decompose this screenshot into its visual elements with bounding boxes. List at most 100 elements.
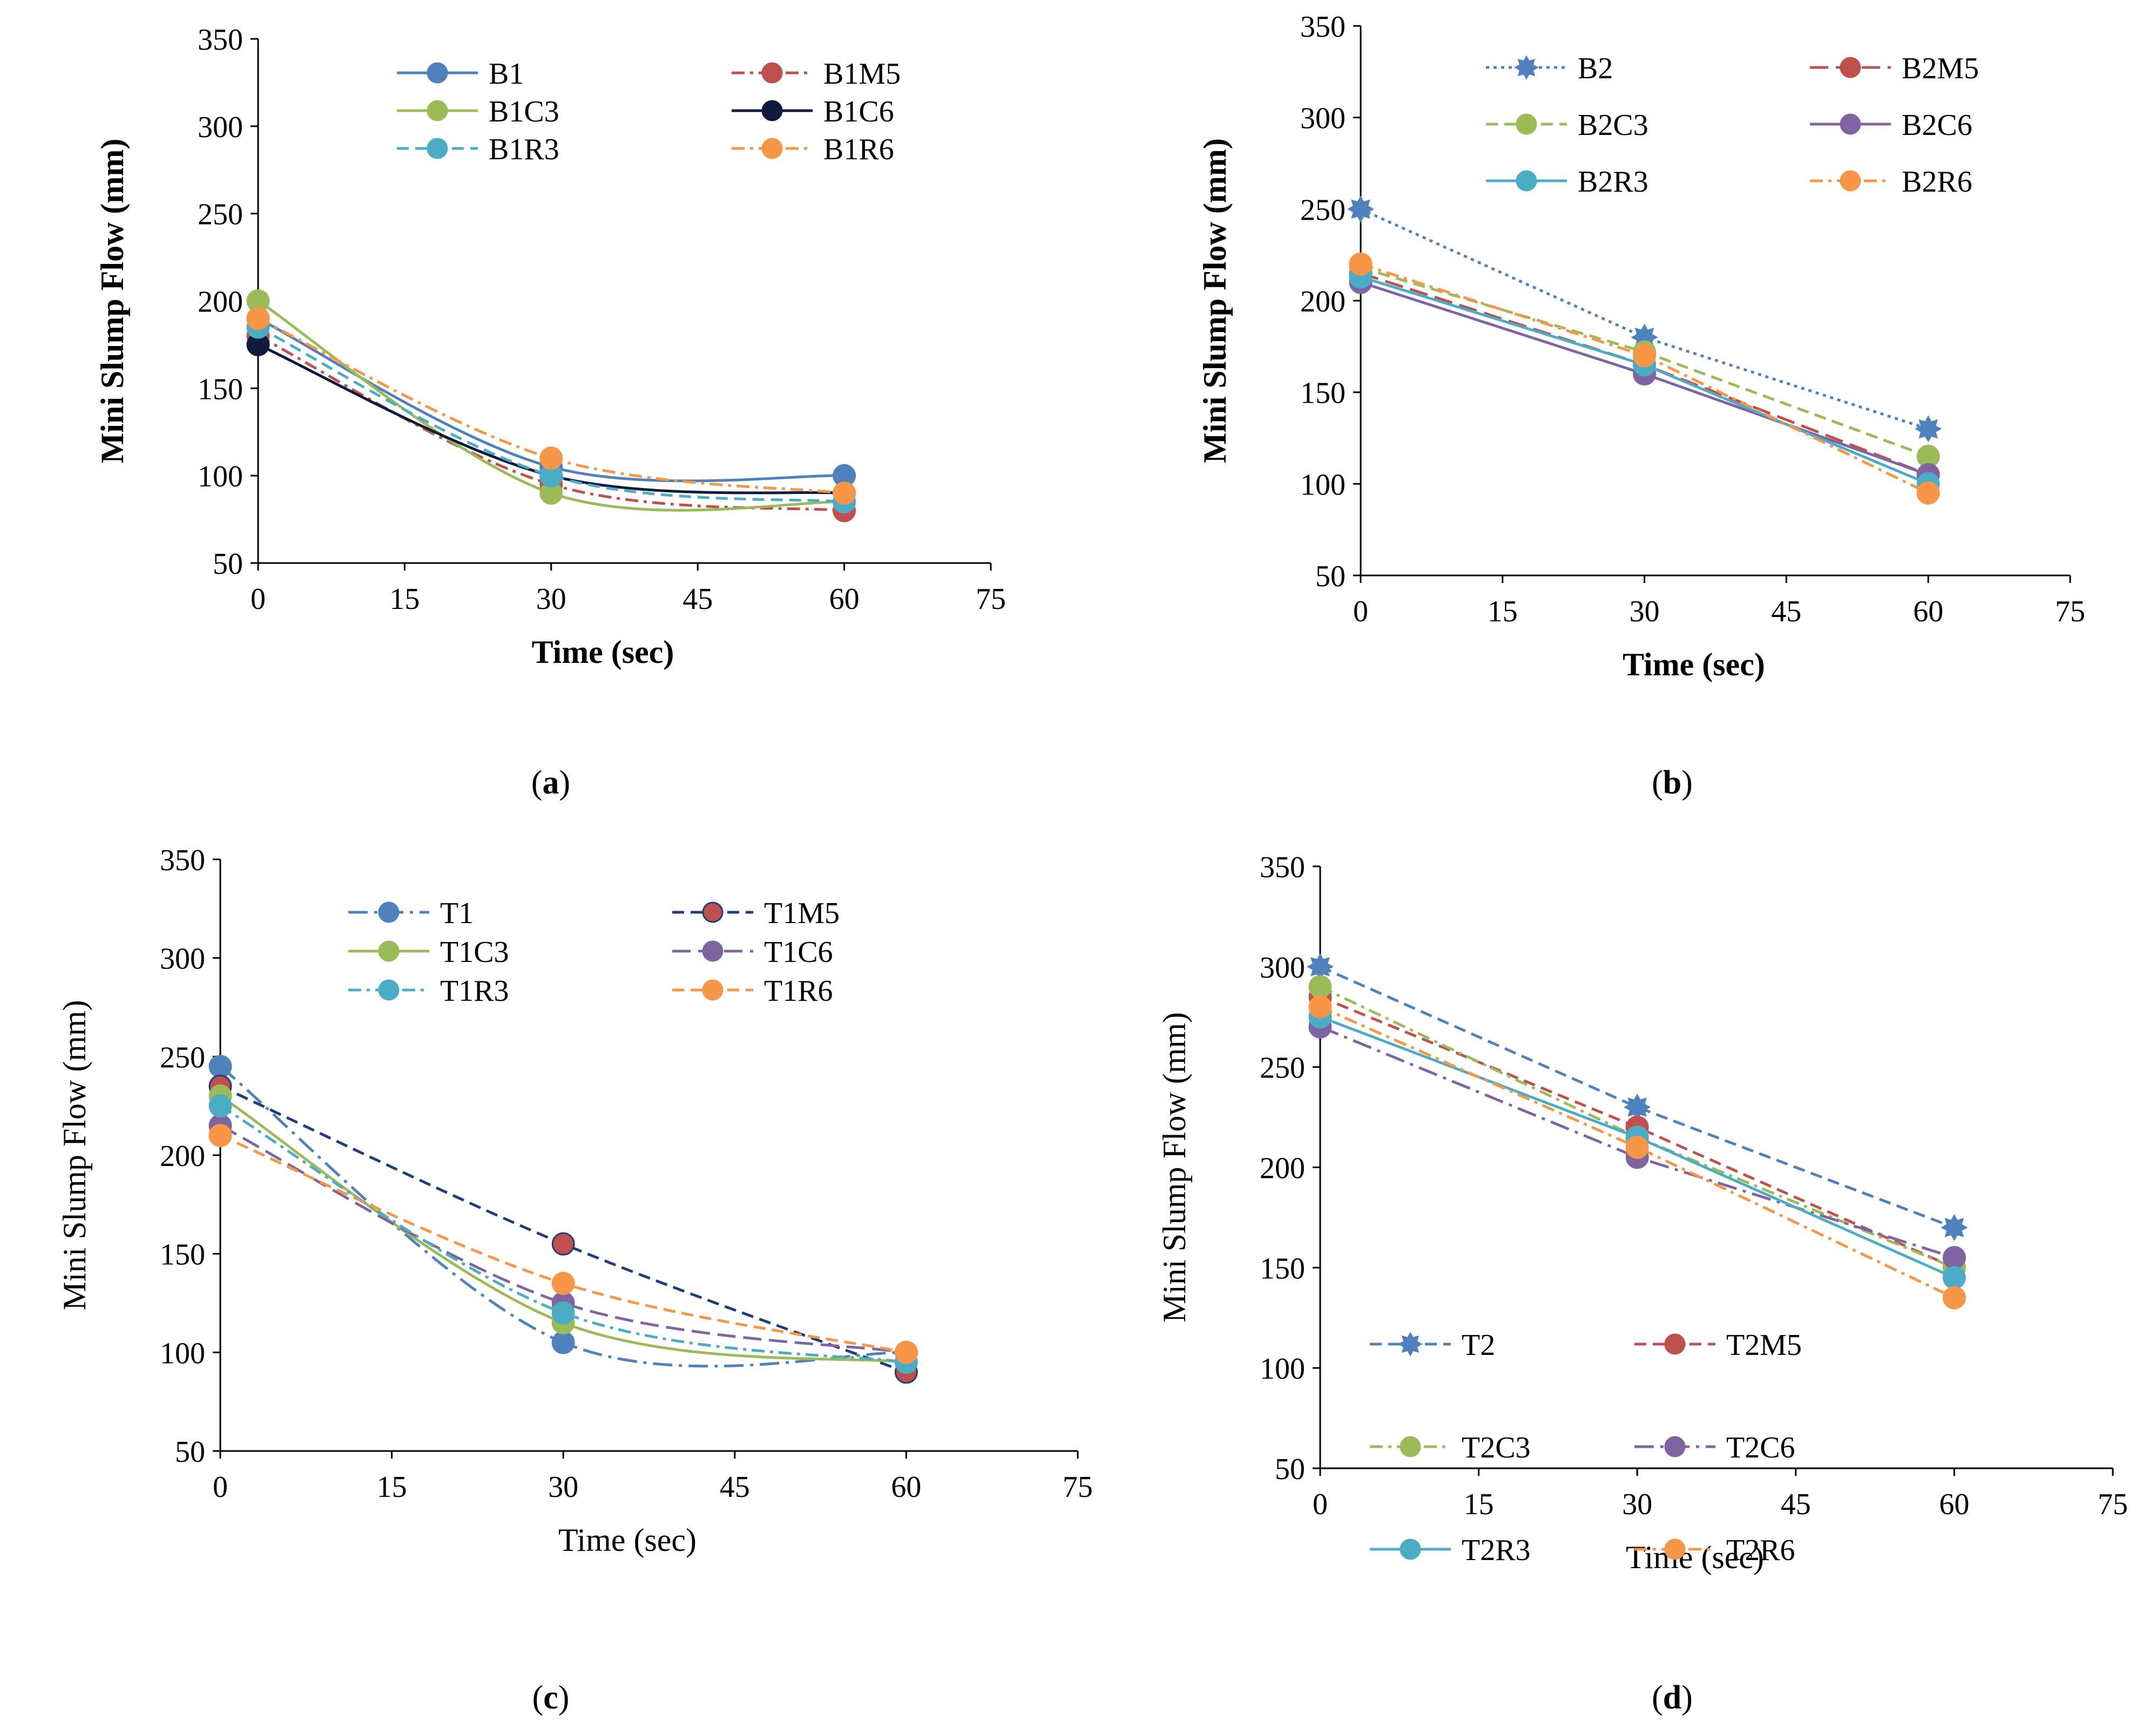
y-axis-label: Mini Slump Flow (mm) [1197, 138, 1233, 463]
data-point-T1R6-60 [894, 1340, 918, 1364]
series-T2R6 [1308, 995, 1966, 1310]
y-tick-label: 100 [160, 1337, 205, 1370]
data-point-T1R6-30 [551, 1271, 575, 1295]
y-tick-label: 200 [1260, 1152, 1305, 1185]
series-line-T2C6 [1320, 1025, 1955, 1259]
legend-marker-B2 [1514, 55, 1539, 80]
x-tick-label: 45 [1771, 595, 1801, 628]
data-point-T2C3-0 [1308, 975, 1332, 999]
data-point-B1R6-60 [833, 482, 856, 505]
legend-label-B1C6: B1C6 [823, 95, 894, 128]
legend-label-B2C3: B2C3 [1578, 109, 1648, 142]
y-tick-label: 300 [198, 111, 243, 144]
y-tick-label: 100 [1260, 1352, 1305, 1386]
data-point-B2-60 [1915, 415, 1942, 443]
x-axis-label: Time (sec) [1626, 1540, 1764, 1575]
legend-marker-T2R3 [1400, 1538, 1421, 1560]
y-tick-label: 50 [1315, 560, 1346, 593]
data-point-B1R6-0 [246, 307, 270, 330]
legend-marker-B2R3 [1516, 170, 1537, 192]
legend-marker-B1C6 [761, 100, 783, 121]
data-point-T2C6-60 [1942, 1246, 1966, 1270]
series-T2 [1306, 953, 1968, 1242]
caption-a: (a) [531, 764, 571, 801]
legend-label-T2: T2 [1462, 1328, 1495, 1362]
series-line-B2 [1360, 208, 1929, 430]
chart-c-svg: 50 100 150 200 250 300 350 0 15 30 45 60 75 Time (sec… [57, 844, 1093, 1558]
series-line-T2R6 [1319, 1005, 1955, 1299]
x-tick-label: 75 [2098, 1488, 2128, 1521]
x-tick-label: 0 [213, 1470, 228, 1504]
y-tick-label: 100 [1300, 468, 1346, 501]
data-point-T1-30 [551, 1331, 575, 1354]
series-line-T1C6 [219, 1124, 907, 1354]
caption-b: (b) [1652, 764, 1693, 801]
x-tick-label: 60 [829, 582, 860, 616]
chart-panel-d: 50 100 150 200 250 300 350 0 15 30 45 60 75 Time (sec… [1078, 810, 2156, 1729]
y-tick-label: 200 [160, 1140, 205, 1173]
y-tick-label: 300 [1300, 102, 1346, 135]
legend-label-B1R3: B1R3 [489, 133, 559, 166]
x-tick-label: 60 [891, 1470, 921, 1504]
legend-marker-T1C3 [378, 940, 400, 962]
data-point-B2R6-0 [1349, 252, 1373, 276]
y-tick-label: 300 [1260, 951, 1305, 985]
x-axis-label: Time (sec) [532, 634, 674, 670]
caption-d: (d) [1652, 1679, 1693, 1716]
data-point-T1R3-0 [208, 1094, 232, 1118]
legend-label-B1: B1 [489, 57, 524, 91]
legend-marker-B2M5 [1840, 57, 1861, 78]
x-tick-label: 30 [548, 1470, 578, 1504]
data-point-T2-60 [1941, 1213, 1968, 1242]
y-axis-label: Mini Slump Flow (mm) [1157, 1012, 1192, 1323]
legend: T2 T2M5 T2C3 T2C6 T2R3 T2R6 [1370, 1328, 1802, 1567]
legend-marker-T1M5 [702, 901, 724, 923]
legend-marker-T1C6 [702, 940, 724, 962]
data-point-T2R3-60 [1942, 1266, 1966, 1290]
legend-label-T1C3: T1C3 [440, 935, 509, 969]
data-point-T2-30 [1624, 1093, 1651, 1121]
y-tick-label: 150 [1260, 1252, 1305, 1285]
legend-marker-B1R3 [427, 138, 448, 159]
series-T1C3 [208, 1084, 918, 1374]
legend-marker-T1R3 [378, 979, 400, 1001]
series-T1R6 [208, 1123, 918, 1364]
legend-marker-B1C3 [427, 100, 448, 121]
x-tick-label: 60 [1939, 1488, 1969, 1521]
x-tick-label: 75 [2055, 595, 2085, 628]
y-tick-label: 350 [1300, 10, 1346, 44]
x-tick-label: 45 [1781, 1488, 1811, 1521]
y-tick-label: 300 [160, 943, 205, 976]
data-point-T2R6-30 [1625, 1135, 1649, 1159]
legend-marker-B2C3 [1516, 113, 1537, 135]
series-B1C3 [246, 289, 856, 514]
series-line-T1R3 [219, 1104, 907, 1364]
legend-label-T1R6: T1R6 [764, 974, 833, 1008]
x-tick-label: 75 [976, 582, 1006, 616]
x-axis-label: Time (sec) [1623, 647, 1765, 682]
y-tick-label: 250 [160, 1041, 205, 1074]
y-tick-label: 350 [198, 23, 243, 57]
y-tick-label: 150 [1300, 377, 1346, 410]
legend-label-B2R6: B2R6 [1902, 165, 1972, 199]
series-B1R6 [246, 307, 856, 505]
legend-marker-T1R6 [702, 979, 724, 1001]
legend-marker-T2M5 [1664, 1333, 1686, 1355]
series-B2C6 [1349, 270, 1940, 486]
x-tick-label: 15 [1464, 1488, 1494, 1521]
x-tick-label: 45 [720, 1470, 750, 1504]
x-tick-label: 30 [1622, 1488, 1652, 1521]
series-B2R6 [1349, 252, 1940, 505]
legend-label-T2C6: T2C6 [1726, 1431, 1795, 1464]
series-B1R3 [246, 315, 856, 514]
x-tick-label: 60 [1913, 595, 1943, 628]
y-tick-label: 250 [1300, 193, 1346, 227]
series-B2 [1347, 195, 1942, 443]
series-line-T2M5 [1320, 995, 1955, 1269]
legend-marker-B2R6 [1840, 170, 1861, 192]
legend-marker-B1M5 [761, 62, 783, 84]
legend-marker-T2C3 [1400, 1436, 1421, 1457]
y-tick-label: 250 [1260, 1052, 1305, 1085]
x-tick-label: 15 [389, 582, 420, 616]
chart-panel-c: 50 100 150 200 250 300 350 0 15 30 45 60 75 Time (sec… [0, 810, 1093, 1729]
